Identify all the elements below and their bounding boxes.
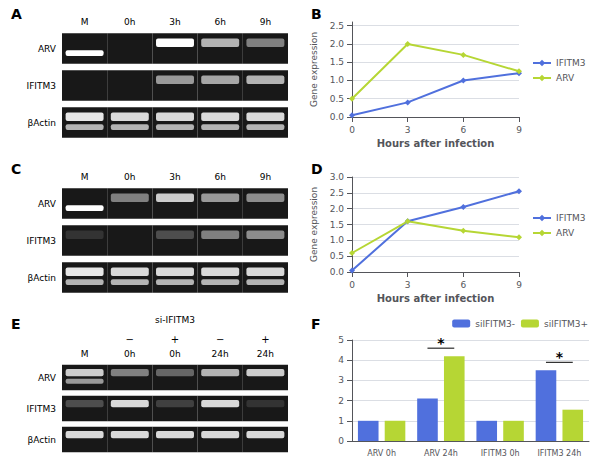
- svg-text:3.0: 3.0: [330, 172, 345, 182]
- svg-text:9: 9: [516, 280, 522, 290]
- svg-text:D: D: [311, 161, 323, 177]
- svg-text:βActin: βActin: [28, 435, 56, 445]
- svg-text:1.0: 1.0: [330, 75, 345, 85]
- svg-text:−: −: [216, 334, 224, 345]
- svg-text:5: 5: [338, 335, 344, 345]
- svg-text:1: 1: [338, 416, 344, 426]
- svg-text:IFITM3: IFITM3: [27, 236, 56, 246]
- svg-text:silFITM3+: silFITM3+: [544, 319, 588, 329]
- svg-text:2.0: 2.0: [330, 204, 345, 214]
- svg-text:9: 9: [516, 125, 522, 135]
- svg-text:silFITM3-: silFITM3-: [475, 319, 515, 329]
- svg-text:βActin: βActin: [28, 118, 56, 128]
- svg-text:B: B: [311, 6, 322, 22]
- svg-text:βActin: βActin: [28, 273, 56, 283]
- svg-text:IFITM3: IFITM3: [27, 404, 56, 414]
- svg-text:Hours after infection: Hours after infection: [377, 138, 495, 149]
- svg-text:ARV 24h: ARV 24h: [424, 449, 458, 458]
- svg-text:Gene expression: Gene expression: [309, 187, 319, 262]
- svg-text:M: M: [81, 17, 89, 27]
- svg-text:1.5: 1.5: [330, 220, 344, 230]
- svg-text:ARV: ARV: [556, 228, 575, 238]
- svg-text:E: E: [11, 316, 21, 332]
- svg-text:4: 4: [338, 355, 344, 365]
- svg-text:6h: 6h: [214, 172, 225, 182]
- svg-text:+: +: [261, 334, 269, 345]
- svg-text:0.5: 0.5: [330, 94, 344, 104]
- svg-text:M: M: [81, 349, 89, 359]
- svg-text:9h: 9h: [260, 17, 271, 27]
- svg-text:ARV: ARV: [38, 199, 57, 209]
- svg-text:IFITM3 24h: IFITM3 24h: [537, 449, 581, 458]
- svg-text:0h: 0h: [124, 349, 135, 359]
- svg-text:0h: 0h: [169, 349, 180, 359]
- svg-text:6: 6: [460, 280, 466, 290]
- svg-text:ARV: ARV: [38, 44, 57, 54]
- svg-text:Gene expression: Gene expression: [309, 32, 319, 107]
- svg-text:0: 0: [349, 125, 355, 135]
- svg-text:si-IFITM3: si-IFITM3: [155, 315, 195, 325]
- svg-text:+: +: [171, 334, 179, 345]
- svg-text:*: *: [437, 335, 445, 351]
- svg-text:0.5: 0.5: [330, 251, 344, 261]
- svg-text:ARV: ARV: [556, 73, 575, 83]
- svg-text:ARV: ARV: [38, 373, 57, 383]
- svg-text:C: C: [11, 161, 21, 177]
- svg-text:2: 2: [338, 396, 344, 406]
- svg-text:1.0: 1.0: [330, 235, 345, 245]
- svg-text:Hours after infection: Hours after infection: [377, 293, 495, 304]
- svg-text:0: 0: [338, 436, 344, 446]
- svg-text:−: −: [126, 334, 134, 345]
- svg-text:3h: 3h: [169, 17, 180, 27]
- svg-text:3: 3: [405, 125, 411, 135]
- svg-text:3: 3: [405, 280, 411, 290]
- svg-text:0h: 0h: [124, 172, 135, 182]
- svg-text:24h: 24h: [212, 349, 229, 359]
- svg-text:*: *: [556, 349, 564, 365]
- svg-text:1.5: 1.5: [330, 57, 344, 67]
- svg-text:2.5: 2.5: [330, 21, 344, 31]
- svg-text:IFITM3: IFITM3: [556, 58, 585, 68]
- svg-text:3: 3: [338, 375, 344, 385]
- svg-text:IFITM3: IFITM3: [27, 81, 56, 91]
- svg-text:24h: 24h: [257, 349, 274, 359]
- svg-text:0h: 0h: [124, 17, 135, 27]
- svg-text:2.5: 2.5: [330, 188, 344, 198]
- svg-text:0.0: 0.0: [330, 112, 345, 122]
- svg-text:ARV 0h: ARV 0h: [367, 449, 396, 458]
- svg-text:6: 6: [460, 125, 466, 135]
- svg-text:2.0: 2.0: [330, 39, 345, 49]
- svg-text:IFITM3 0h: IFITM3 0h: [481, 449, 520, 458]
- svg-text:IFITM3: IFITM3: [556, 213, 585, 223]
- svg-text:9h: 9h: [260, 172, 271, 182]
- svg-text:0.0: 0.0: [330, 267, 345, 277]
- svg-text:F: F: [311, 316, 321, 332]
- svg-text:M: M: [81, 172, 89, 182]
- svg-text:0: 0: [349, 280, 355, 290]
- svg-text:3h: 3h: [169, 172, 180, 182]
- svg-text:A: A: [11, 6, 22, 22]
- svg-text:6h: 6h: [214, 17, 225, 27]
